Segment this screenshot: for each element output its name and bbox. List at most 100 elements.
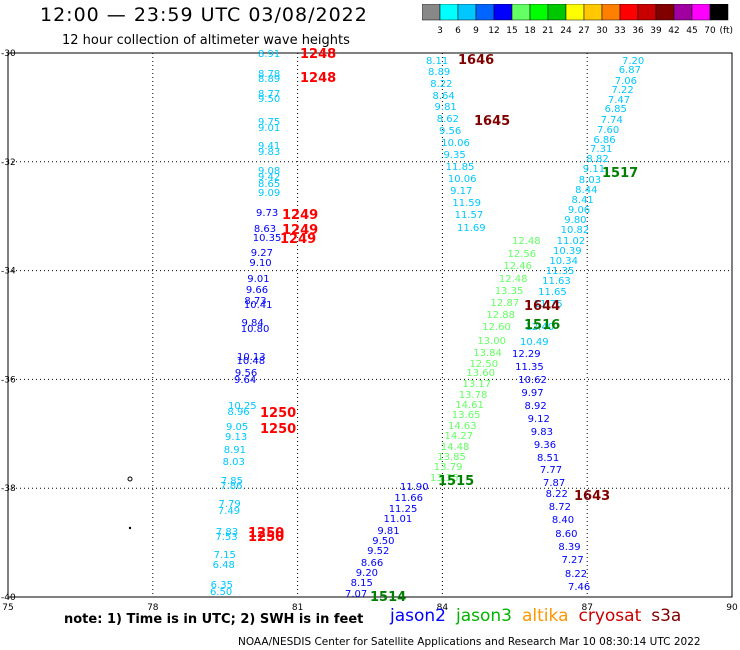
island-marker — [127, 476, 133, 482]
wave-height-value: 9.01 — [247, 274, 269, 285]
wave-height-value: 8.89 — [258, 74, 280, 85]
latitude-tick-label: -34 — [1, 267, 16, 277]
wave-height-value: 12.48 — [512, 236, 541, 247]
wave-height-value: 13.00 — [477, 336, 506, 347]
satellite-legend-cryosat: cryosat — [578, 606, 642, 626]
wave-height-value: 13.84 — [473, 348, 502, 359]
latitude-tick-label: -32 — [1, 158, 16, 168]
pass-time-label: 1644 — [524, 299, 560, 314]
wave-height-value: 9.01 — [258, 123, 280, 134]
wave-height-value: 10.80 — [241, 324, 270, 335]
wave-height-value: 11.01 — [384, 514, 413, 525]
pass-time-label: 1248 — [300, 71, 336, 86]
latitude-tick-label: -38 — [1, 484, 16, 494]
wave-height-value: 11.65 — [538, 287, 567, 298]
wave-height-value: 9.09 — [258, 188, 280, 199]
wave-height-value: 8.03 — [579, 175, 601, 186]
wave-height-value: 9.13 — [225, 432, 247, 443]
wave-height-value: 9.50 — [372, 536, 394, 547]
wave-height-value: 8.64 — [432, 91, 454, 102]
wave-height-value: 8.51 — [537, 453, 559, 464]
legend-tick-label: 30 — [596, 26, 608, 34]
island-marker — [128, 526, 132, 530]
wave-height-value: 12.40 — [525, 322, 554, 333]
wave-height-value: 9.66 — [246, 285, 268, 296]
wave-height-value: 8.72 — [549, 502, 571, 513]
wave-height-value: 9.42 — [258, 172, 280, 183]
wave-height-value: 8.41 — [572, 195, 594, 206]
wave-height-value: 9.56 — [439, 126, 461, 137]
wave-height-value: 13.60 — [466, 368, 495, 379]
latitude-tick-label: -40 — [1, 593, 16, 603]
wave-height-value: 11.76 — [534, 299, 563, 310]
wave-height-value: 8.77 — [258, 89, 280, 100]
wave-height-value: 9.50 — [258, 94, 280, 105]
pass-time-label: 1250 — [248, 530, 284, 545]
wave-height-value: 6.87 — [619, 65, 641, 76]
wave-height-value: 10.25 — [228, 401, 257, 412]
legend-tick-label: 42 — [668, 26, 679, 34]
wave-height-value: 10.62 — [518, 375, 547, 386]
wave-height-value: 12.46 — [503, 261, 532, 272]
wave-height-value: 9.10 — [249, 258, 271, 269]
wave-height-value: 7.87 — [543, 478, 565, 489]
legend-tick-label: 33 — [614, 26, 625, 34]
wave-height-value: 7.46 — [568, 582, 590, 593]
wave-height-value: 8.96 — [227, 407, 249, 418]
legend-tick-label: 27 — [578, 26, 589, 34]
wave-height-value: 7.31 — [590, 144, 612, 155]
credit-line: NOAA/NESDIS Center for Satellite Applica… — [238, 636, 701, 648]
wave-height-value: 9.27 — [251, 248, 273, 259]
wave-height-value: 9.73 — [256, 208, 278, 219]
wave-height-value: 10.49 — [520, 337, 549, 348]
wave-height-value: 12.56 — [508, 249, 537, 260]
wave-height-value: 8.22 — [565, 569, 587, 580]
wave-height-value: 9.81 — [435, 102, 457, 113]
pass-time-label: 1517 — [602, 166, 638, 181]
wave-height-value: 10.35 — [253, 233, 282, 244]
legend-unit-label: (ft) — [719, 26, 733, 34]
wave-height-value: 12.48 — [499, 274, 528, 285]
wave-height-value: 9.12 — [528, 414, 550, 425]
latitude-tick-label: -30 — [1, 49, 16, 59]
wave-height-value: 10.41 — [244, 300, 273, 311]
wave-height-value: 8.39 — [558, 542, 580, 553]
wave-height-value: 11.63 — [542, 276, 571, 287]
wave-height-value: 7.77 — [540, 465, 562, 476]
wave-height-value: 7.07 — [345, 589, 367, 600]
wave-height-value: 11.69 — [457, 223, 486, 234]
pass-time-label: 1516 — [524, 318, 560, 333]
wave-height-value: 9.17 — [450, 186, 472, 197]
wave-height-value: 9.36 — [534, 440, 556, 451]
pass-time-label: 1250 — [248, 526, 284, 541]
wave-height-value: 9.97 — [521, 388, 543, 399]
wave-height-value: 14.27 — [445, 431, 474, 442]
wave-height-value: 6.35 — [211, 580, 233, 591]
wave-height-value: 8.73 — [244, 296, 266, 307]
legend-tick-label: 12 — [488, 26, 499, 34]
wave-height-value: 8.62 — [437, 114, 459, 125]
wave-height-value: 9.41 — [258, 141, 280, 152]
legend-tick-label: 39 — [650, 26, 662, 34]
wave-height-value: 7.20 — [622, 56, 644, 67]
wave-height-value: 13.65 — [452, 410, 481, 421]
wave-height-value: 9.05 — [226, 422, 248, 433]
wave-height-value: 8.03 — [223, 457, 245, 468]
wave-height-value: 9.80 — [564, 215, 586, 226]
wave-height-value: 12.50 — [469, 359, 498, 370]
legend-tick-label: 18 — [524, 26, 536, 34]
footnote: note: 1) Time is in UTC; 2) SWH is in fe… — [64, 612, 364, 627]
wave-height-value: 11.02 — [557, 236, 586, 247]
longitude-tick-label: 90 — [726, 603, 738, 610]
wave-height-value: 6.85 — [605, 104, 627, 115]
longitude-tick-label: 81 — [292, 603, 303, 610]
wave-height-value: 8.44 — [575, 185, 597, 196]
wave-height-value: 8.91 — [258, 49, 280, 60]
wave-height-value: 11.35 — [546, 266, 575, 277]
wave-height-value: 7.27 — [562, 555, 584, 566]
map-subtitle: 12 hour collection of altimeter wave hei… — [62, 33, 350, 48]
legend-tick-label: 3 — [437, 26, 443, 34]
pass-time-label: 1515 — [438, 474, 474, 489]
pass-time-label: 1249 — [282, 223, 318, 238]
wave-height-value: 9.06 — [568, 205, 590, 216]
